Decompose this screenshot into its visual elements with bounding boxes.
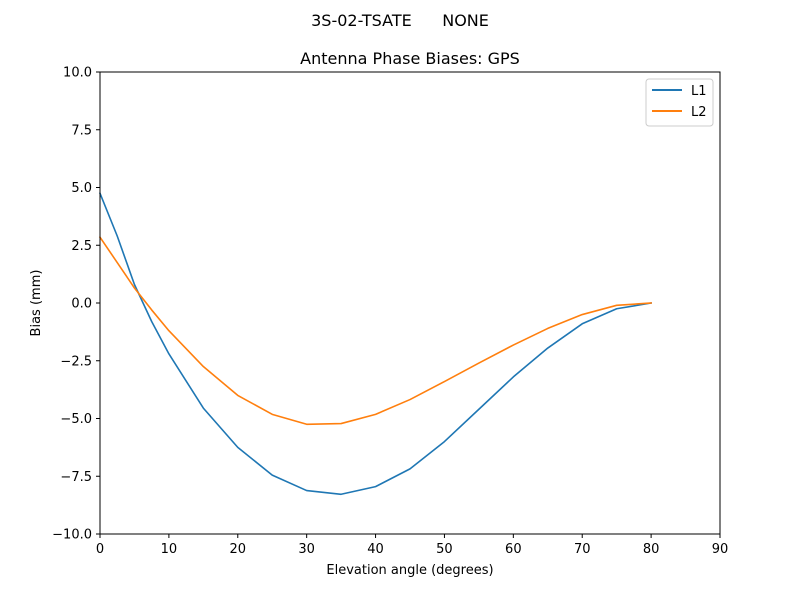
plot-area xyxy=(98,71,721,535)
y-tick-label: 7.5 xyxy=(71,123,92,138)
x-tick-label: 60 xyxy=(505,542,522,557)
x-tick-label: 20 xyxy=(230,542,247,557)
x-tick-label: 30 xyxy=(298,542,315,557)
legend-label-l2: L2 xyxy=(691,105,707,120)
x-tick-label: 80 xyxy=(643,542,660,557)
legend-label-l1: L1 xyxy=(691,84,707,99)
x-tick-label: 70 xyxy=(574,542,591,557)
y-tick-label: −10.0 xyxy=(52,528,92,543)
chart-title: Antenna Phase Biases: GPS xyxy=(300,49,520,68)
axes-frame xyxy=(99,71,721,535)
series-line-l2 xyxy=(98,236,652,426)
y-axis-label: Bias (mm) xyxy=(29,270,44,337)
y-tick-label: −7.5 xyxy=(60,470,92,485)
x-axis-label: Elevation angle (degrees) xyxy=(326,563,493,578)
y-tick-label: 10.0 xyxy=(63,66,92,81)
x-tick-label: 10 xyxy=(161,542,178,557)
x-axis-ticks: 0 10 20 30 40 50 60 70 80 90 xyxy=(96,534,728,557)
x-tick-label: 0 xyxy=(96,542,104,557)
y-tick-label: −5.0 xyxy=(60,412,92,427)
legend: L1 L2 xyxy=(645,78,714,127)
y-tick-label: 0.0 xyxy=(71,297,92,312)
x-tick-label: 90 xyxy=(712,542,729,557)
series-layer xyxy=(98,192,653,496)
y-axis-ticks: −10.0 −7.5 −5.0 −2.5 0.0 2.5 5.0 7.5 10.0 xyxy=(52,66,100,543)
y-tick-label: 5.0 xyxy=(71,181,92,196)
x-tick-label: 50 xyxy=(436,542,453,557)
y-tick-label: −2.5 xyxy=(60,354,92,369)
y-tick-label: 2.5 xyxy=(71,239,92,254)
chart-suptitle: 3S-02-TSATE NONE xyxy=(311,11,489,30)
series-line-l1 xyxy=(98,192,653,496)
x-tick-label: 40 xyxy=(367,542,384,557)
